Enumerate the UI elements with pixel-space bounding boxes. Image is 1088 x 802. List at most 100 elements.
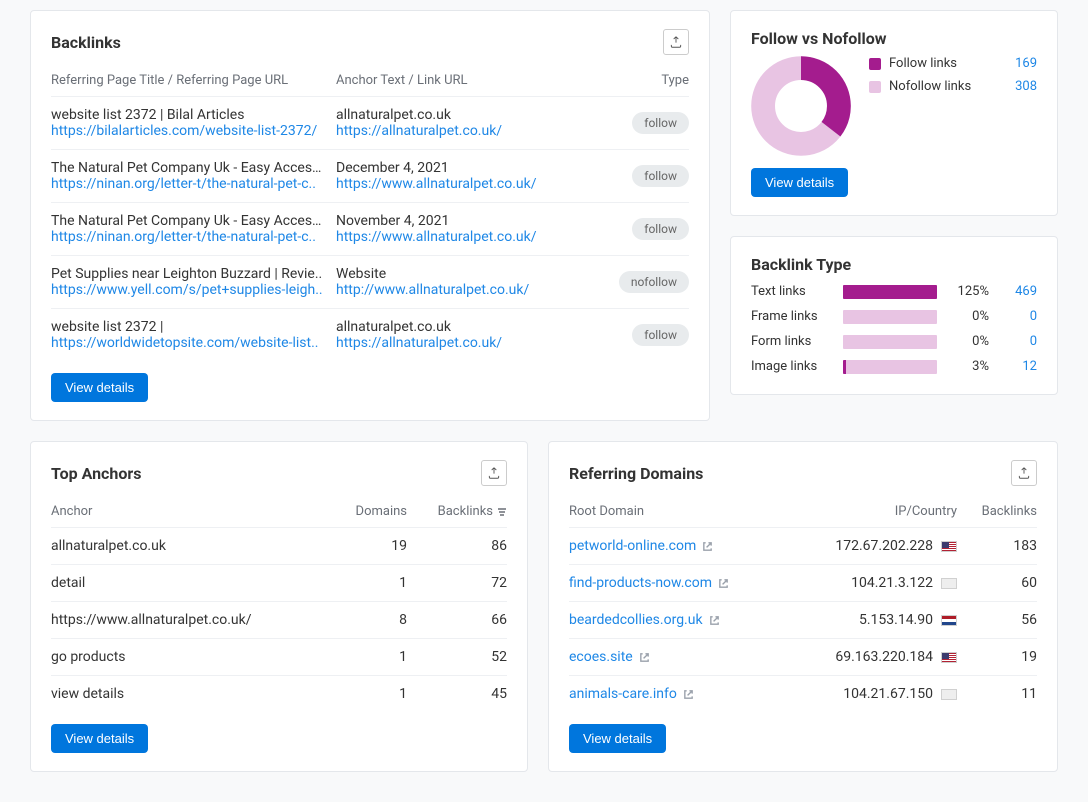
- domain-backlinks: 60: [957, 575, 1037, 591]
- anchor-domains: 8: [327, 612, 407, 628]
- anchor-text: https://www.allnaturalpet.co.uk/: [51, 612, 327, 628]
- domain-backlinks: 183: [957, 538, 1037, 554]
- anchor-text: view details: [51, 686, 327, 702]
- bt-fill: [843, 285, 937, 299]
- anchor-text: December 4, 2021: [336, 160, 556, 176]
- link-url[interactable]: http://www.allnaturalpet.co.uk/: [336, 282, 556, 298]
- referring-title: website list 2372 |: [51, 319, 326, 335]
- bt-count[interactable]: 469: [1003, 284, 1037, 299]
- anchor-row: view details 1 45: [51, 675, 507, 712]
- referring-url[interactable]: https://ninan.org/letter-t/the-natural-p…: [51, 176, 326, 192]
- bt-label: Image links: [751, 359, 829, 374]
- export-icon: [1017, 466, 1031, 480]
- link-url[interactable]: https://allnaturalpet.co.uk/: [336, 123, 556, 139]
- th-type: Type: [566, 73, 689, 88]
- anchor-text: Website: [336, 266, 556, 282]
- legend-value[interactable]: 169: [1015, 56, 1037, 71]
- anchor-backlinks: 72: [407, 575, 507, 591]
- domain-link[interactable]: beardedcollies.org.uk: [569, 612, 703, 628]
- backlink-type-card: Backlink Type Text links 125% 469 Frame …: [730, 236, 1058, 395]
- domain-backlinks: 56: [957, 612, 1037, 628]
- export-icon: [487, 466, 501, 480]
- legend-swatch: [869, 58, 881, 70]
- sort-desc-icon: [497, 507, 507, 517]
- external-link-icon: [718, 578, 729, 589]
- country-flag-icon: [941, 652, 957, 663]
- backlink-row: The Natural Pet Company Uk - Easy Access…: [51, 202, 689, 255]
- backlink-type-row: Text links 125% 469: [751, 284, 1037, 299]
- bt-count[interactable]: 0: [1003, 309, 1037, 324]
- view-details-button[interactable]: View details: [569, 724, 666, 753]
- follow-nofollow-card: Follow vs Nofollow Follow links 169 Nofo…: [730, 10, 1058, 216]
- legend-value[interactable]: 308: [1015, 79, 1037, 94]
- referring-url[interactable]: https://bilalarticles.com/website-list-2…: [51, 123, 326, 139]
- anchor-row: allnaturalpet.co.uk 19 86: [51, 527, 507, 564]
- domain-link[interactable]: animals-care.info: [569, 686, 677, 702]
- link-url[interactable]: https://allnaturalpet.co.uk/: [336, 335, 556, 351]
- backlink-type-row: Form links 0% 0: [751, 334, 1037, 349]
- follow-type-pill: follow: [632, 218, 689, 240]
- ip-address: 104.21.3.122: [851, 575, 933, 591]
- ip-address: 69.163.220.184: [835, 649, 933, 665]
- anchor-backlinks: 52: [407, 649, 507, 665]
- referring-title: website list 2372 | Bilal Articles: [51, 107, 326, 123]
- backlinks-title: Backlinks: [51, 33, 121, 52]
- bt-bar: [843, 285, 937, 299]
- referring-domain-row: petworld-online.com 172.67.202.228 183: [569, 527, 1037, 564]
- th-backlinks: Backlinks: [957, 504, 1037, 519]
- view-details-button[interactable]: View details: [51, 724, 148, 753]
- legend-label: Nofollow links: [889, 79, 971, 94]
- bt-percent: 0%: [951, 334, 989, 349]
- bt-bar: [843, 310, 937, 324]
- view-details-button[interactable]: View details: [51, 373, 148, 402]
- bt-count[interactable]: 0: [1003, 334, 1037, 349]
- country-flag-icon: [941, 578, 957, 589]
- anchor-text: allnaturalpet.co.uk: [336, 107, 556, 123]
- referring-domains-card: Referring Domains Root Domain IP/Country…: [548, 441, 1058, 772]
- referring-domain-row: find-products-now.com 104.21.3.122 60: [569, 564, 1037, 601]
- bt-percent: 3%: [951, 359, 989, 374]
- export-button[interactable]: [663, 29, 689, 55]
- th-backlinks[interactable]: Backlinks: [407, 504, 507, 519]
- export-button[interactable]: [481, 460, 507, 486]
- referring-url[interactable]: https://ninan.org/letter-t/the-natural-p…: [51, 229, 326, 245]
- anchor-text: November 4, 2021: [336, 213, 556, 229]
- th-domains: Domains: [327, 504, 407, 519]
- follow-type-pill: follow: [632, 165, 689, 187]
- link-url[interactable]: https://www.allnaturalpet.co.uk/: [336, 229, 556, 245]
- bt-fill: [843, 360, 846, 374]
- domain-link[interactable]: find-products-now.com: [569, 575, 712, 591]
- anchor-backlinks: 66: [407, 612, 507, 628]
- anchor-text: allnaturalpet.co.uk: [51, 538, 327, 554]
- ip-address: 104.21.67.150: [843, 686, 933, 702]
- anchor-domains: 19: [327, 538, 407, 554]
- backlink-type-row: Image links 3% 12: [751, 359, 1037, 374]
- follow-title: Follow vs Nofollow: [751, 29, 1037, 48]
- ip-address: 5.153.14.90: [859, 612, 933, 628]
- domain-link[interactable]: petworld-online.com: [569, 538, 696, 554]
- view-details-button[interactable]: View details: [751, 168, 848, 197]
- top-anchors-header-row: Anchor Domains Backlinks: [51, 496, 507, 527]
- follow-type-pill: follow: [632, 112, 689, 134]
- bt-bar: [843, 360, 937, 374]
- referring-domain-row: ecoes.site 69.163.220.184 19: [569, 638, 1037, 675]
- domain-backlinks: 11: [957, 686, 1037, 702]
- backlinks-header-row: Referring Page Title / Referring Page UR…: [51, 65, 689, 96]
- country-flag-icon: [941, 615, 957, 626]
- th-ip-country: IP/Country: [807, 504, 957, 519]
- bt-count[interactable]: 12: [1003, 359, 1037, 374]
- external-link-icon: [683, 689, 694, 700]
- domain-link[interactable]: ecoes.site: [569, 649, 633, 665]
- referring-title: Referring Domains: [569, 464, 703, 483]
- referring-url[interactable]: https://www.yell.com/s/pet+supplies-leig…: [51, 282, 326, 298]
- follow-type-pill: follow: [632, 324, 689, 346]
- legend-label: Follow links: [889, 56, 957, 71]
- link-url[interactable]: https://www.allnaturalpet.co.uk/: [336, 176, 556, 192]
- backlink-type-title: Backlink Type: [751, 255, 1037, 274]
- referring-title: The Natural Pet Company Uk - Easy Access…: [51, 160, 326, 176]
- anchor-row: go products 1 52: [51, 638, 507, 675]
- referring-url[interactable]: https://worldwidetopsite.com/website-lis…: [51, 335, 326, 351]
- anchor-text: allnaturalpet.co.uk: [336, 319, 556, 335]
- export-button[interactable]: [1011, 460, 1037, 486]
- referring-title: The Natural Pet Company Uk - Easy Access…: [51, 213, 326, 229]
